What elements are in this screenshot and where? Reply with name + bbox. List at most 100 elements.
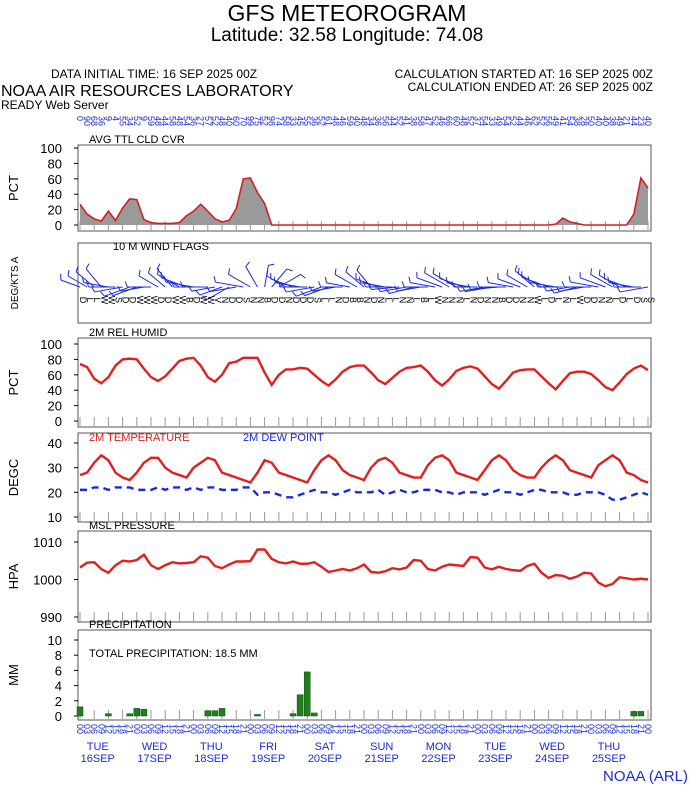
top-hour-label: 44 [160,116,170,126]
bottom-hour-label: 12 [615,724,625,734]
panel-1-dir-letter: S [312,297,322,303]
bottom-hour-label: 12 [331,724,341,734]
bottom-hour-label: 15 [565,724,575,734]
day-label-dow: WED [539,741,565,753]
panel-1-barb [488,282,514,288]
panel-4-ytick: 990 [40,610,62,625]
top-hour-label: 54 [480,116,490,126]
bottom-hour-label: 18 [288,724,298,734]
panel-1-barb [416,277,443,288]
top-hour-label: 59 [345,116,355,126]
day-label-date: 23SEP [478,753,512,765]
bottom-hour-label: 06 [487,724,497,734]
top-hour-label: 48 [153,116,163,126]
panel-4-ylabel: HPA [6,563,21,589]
calc-started: CALCULATION STARTED AT: 16 SEP 2025 00Z [394,67,653,81]
panel-1-barb-flag [147,267,151,274]
top-hour-label: 23 [636,116,646,126]
panel-1-barb [264,265,269,288]
panel-1-dir-letter: D [227,297,237,304]
panel-0-area-fill [80,178,648,225]
bottom-hour-label: 09 [210,724,220,734]
top-hour-label: 48 [217,116,227,126]
top-hour-label: 40 [600,116,610,126]
panel-1-dir-letter: W [575,296,585,305]
panel-1-barb [410,282,436,288]
top-hour-label: 33 [288,116,298,126]
top-hour-label: 49 [551,116,561,126]
panel-1-barb-flag [108,290,114,296]
panel-1-barb [380,286,407,293]
top-hour-label: 55 [302,116,312,126]
panel-1-barb [345,271,365,288]
panel-1-barb [120,286,144,292]
bottom-hour-label: 06 [600,724,610,734]
panel-1-dir-letter: V [213,297,223,303]
panel-1-barb-flag [308,285,313,292]
top-hour-label: 0 [75,116,85,121]
bottom-hour-label: 21 [352,724,362,734]
bottom-hour-label: 18 [345,724,355,734]
day-label-dow: TUE [87,741,109,753]
panel-1-barb-flag [561,281,565,288]
panel-1-barb-flag [291,291,297,297]
top-hour-label: 34 [366,116,376,126]
panel-1-dir-letter: D [128,297,138,304]
panel-5-bar [254,714,261,717]
bottom-hour-label: 00 [132,724,142,734]
top-hour-label: 48 [458,116,468,126]
top-hour-label: 62 [529,116,539,126]
panel-1-dir-letter: N [454,297,464,304]
top-hour-label: 38 [608,116,618,126]
panel-1-barb [570,281,599,288]
panel-0-ytick: 40 [48,187,62,202]
panel-1-barb-flag [590,268,593,275]
panel-4-series-0 [79,548,649,588]
top-hour-label: 58 [281,116,291,126]
panel-1-barb-flag [356,264,361,271]
top-hour-label: 55 [118,116,128,126]
panel-1-dir-letter: B [185,297,195,303]
bottom-hour-label: 06 [203,724,213,734]
panel-1-barb-flag [163,276,167,283]
top-hour-label: 49 [494,116,504,126]
panel-1-dir-letter: D [270,297,280,304]
panel-1-barb [67,275,88,288]
bottom-hour-label: 12 [501,724,511,734]
panel-1-barb-flag [517,267,520,274]
panel-1-dir-letter: N [220,297,230,304]
bottom-hour-label: 18 [402,724,412,734]
panel-1-barb [85,268,102,288]
bottom-hour-label: 09 [494,724,504,734]
panel-1-dir-letter: L [540,297,550,302]
day-label-dow: SUN [370,741,393,753]
day-label-dow: FRI [259,741,277,753]
panel-1-barb [424,272,450,288]
panel-5-ytick: 4 [55,679,62,694]
bottom-hour-label: 18 [572,724,582,734]
panel-1-dir-letter: B [497,297,507,303]
top-hour-label: 52 [508,116,518,126]
top-hour-label: 38 [572,116,582,126]
panel-5-bar [296,694,304,717]
bottom-hour-label: 12 [558,724,568,734]
top-hour-label: 52 [210,116,220,126]
bottom-hour-label: 00 [643,724,653,734]
panel-2-ytick: 60 [48,368,62,383]
bottom-hour-label: 00 [529,724,539,734]
bottom-hour-label: 03 [423,724,433,734]
day-label-date: 18SEP [194,753,228,765]
panel-1-barb [439,277,464,288]
panel-1-barb-flag [358,276,361,283]
panel-1-dir-letter: N [483,297,493,304]
panel-1-barb [304,286,329,297]
panel-1-barb-flag [534,281,539,288]
bottom-hour-label: 18 [629,724,639,734]
top-hour-label: 45 [295,116,305,126]
panel-1-dir-letter: B [263,297,273,303]
bottom-hour-label: 18 [231,724,241,734]
panel-1-barb [529,281,556,288]
top-hour-label: 49 [615,116,625,126]
panel-1-barb [148,272,166,288]
bottom-hour-label: 09 [551,724,561,734]
